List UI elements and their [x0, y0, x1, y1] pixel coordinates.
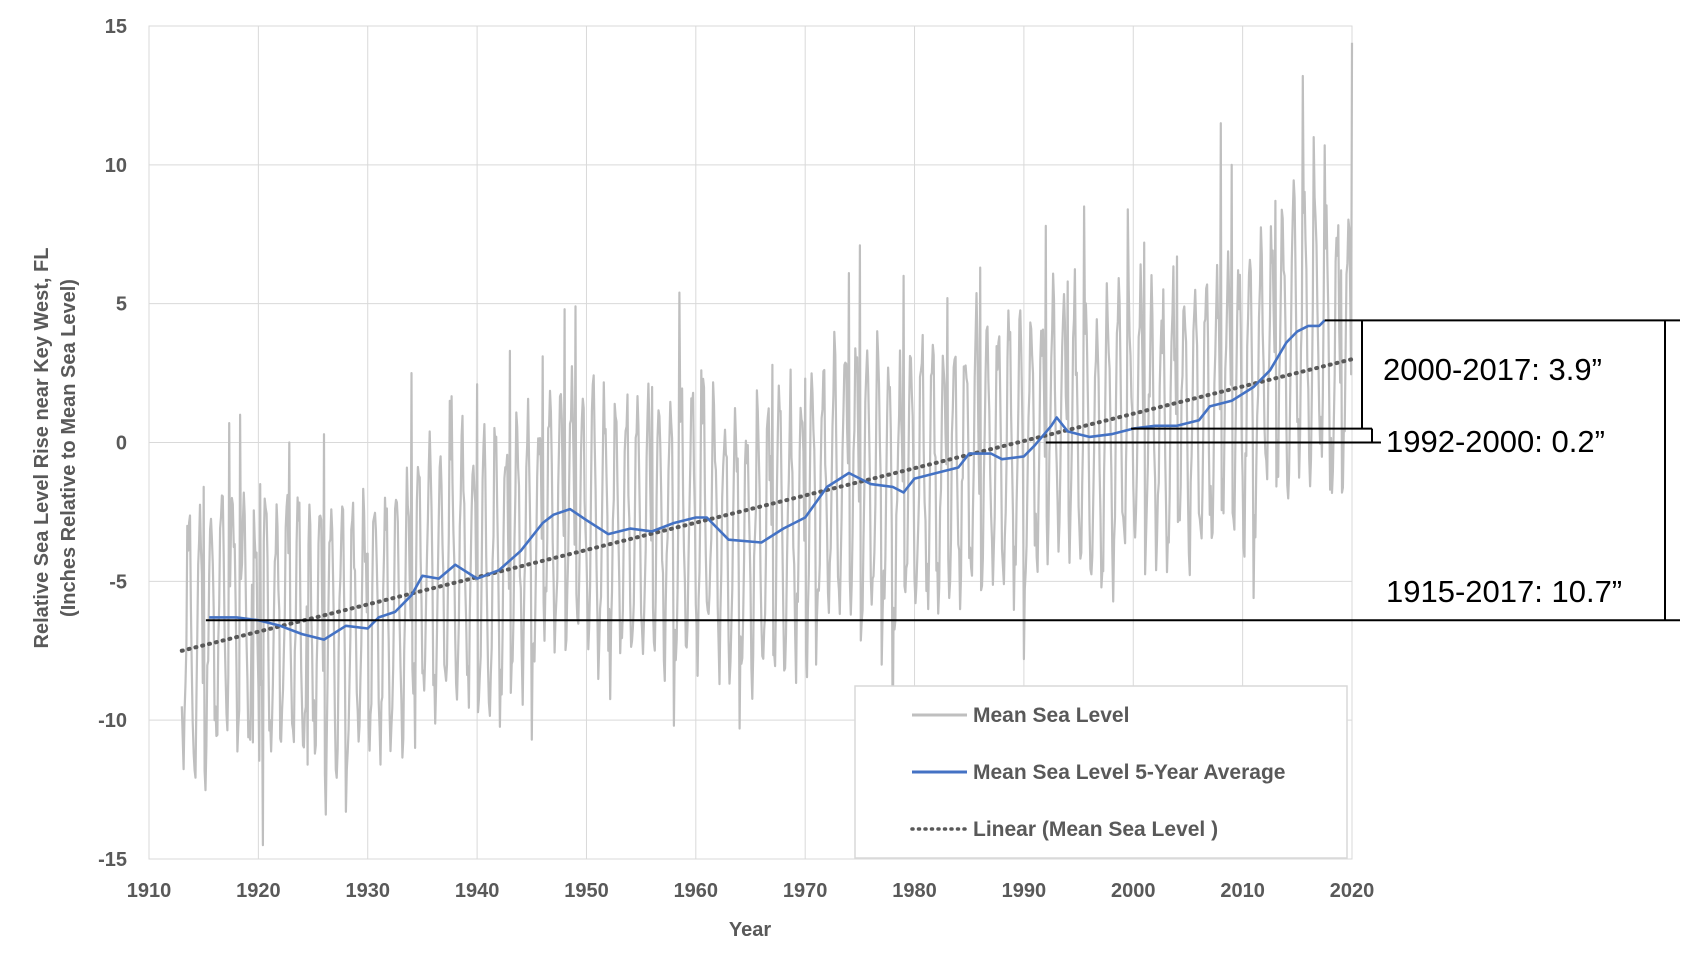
x-tick-label-2000: 2000	[1111, 880, 1156, 902]
y-tick-label-10: 10	[105, 155, 127, 177]
legend-label-mean-sea-level: Mean Sea Level	[973, 704, 1129, 727]
x-tick-label-1930: 1930	[345, 880, 390, 902]
linear-trend-line	[179, 357, 1354, 653]
y-axis-title-line1: Relative Sea Level Rise near Key West, F…	[31, 248, 53, 649]
y-tick-label--10: -10	[98, 710, 127, 732]
legend-label-linear-trend: Linear (Mean Sea Level )	[973, 818, 1218, 841]
linear-trend-series	[179, 357, 1354, 653]
x-tick-label-1960: 1960	[674, 880, 719, 902]
y-tick-label--5: -5	[109, 571, 127, 593]
axis-titles: Year Relative Sea Level Rise near Key We…	[31, 248, 771, 941]
x-tick-label-1950: 1950	[564, 880, 609, 902]
x-tick-label-1970: 1970	[783, 880, 828, 902]
mean-sea-level-line	[180, 42, 1354, 847]
annotation-label-1915-2017: 1915-2017: 10.7”	[1386, 574, 1622, 609]
x-tick-label-1910: 1910	[127, 880, 172, 902]
annotation-label-1992-2000: 1992-2000: 0.2”	[1386, 424, 1605, 459]
annotation-label-2000-2017: 2000-2017: 3.9”	[1383, 352, 1602, 387]
five-year-average-line	[209, 319, 1326, 641]
x-tick-label-1940: 1940	[455, 880, 500, 902]
y-tick-label--15: -15	[98, 849, 127, 871]
five-year-average-series	[209, 319, 1326, 641]
x-tick-label-1920: 1920	[236, 880, 281, 902]
x-tick-label-2020: 2020	[1330, 880, 1375, 902]
legend: Mean Sea Level Mean Sea Level 5-Year Ave…	[854, 685, 1348, 859]
legend-label-five-year-average: Mean Sea Level 5-Year Average	[973, 761, 1285, 784]
axes: 1910 1920 1930 1940 1950 1960 1970 1980 1990 2000…	[98, 16, 1374, 902]
y-axis-title-line2: (Inches Relative to Mean Sea Level)	[58, 279, 80, 617]
x-tick-label-1980: 1980	[892, 880, 937, 902]
y-tick-label-5: 5	[116, 294, 127, 316]
annotations	[205, 319, 1680, 622]
y-tick-label-0: 0	[116, 433, 127, 455]
x-tick-label-1990: 1990	[1002, 880, 1047, 902]
x-axis-title: Year	[729, 919, 771, 941]
annotation-labels: 2000-2017: 3.9” 1992-2000: 0.2” 1915-201…	[1383, 352, 1622, 609]
mean-sea-level-series	[180, 42, 1354, 847]
y-tick-label-15: 15	[105, 16, 127, 38]
x-tick-label-2010: 2010	[1220, 880, 1265, 902]
